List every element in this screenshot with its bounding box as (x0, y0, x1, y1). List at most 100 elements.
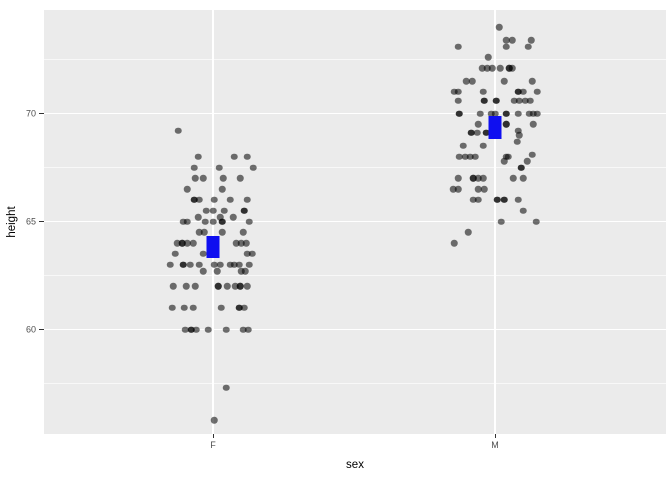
data-point (243, 283, 251, 290)
y-tick-mark (39, 329, 44, 330)
data-point (513, 138, 521, 145)
data-point (216, 213, 224, 221)
data-point (186, 261, 194, 268)
data-point (514, 110, 522, 117)
data-point (183, 218, 191, 225)
data-point (168, 304, 176, 312)
data-point (237, 239, 245, 247)
data-point (209, 218, 217, 225)
data-point (523, 157, 531, 165)
y-major-gridline (44, 112, 666, 115)
data-point (239, 326, 247, 333)
data-point (242, 239, 250, 247)
data-point (500, 157, 508, 165)
data-point (529, 121, 537, 128)
data-point (169, 283, 177, 290)
data-point (191, 283, 199, 290)
data-point (210, 196, 218, 204)
data-point (528, 151, 536, 158)
data-point (454, 97, 462, 104)
data-point (245, 261, 253, 268)
data-point (244, 326, 252, 333)
data-point (454, 185, 462, 193)
x-tick-mark (212, 434, 214, 438)
data-point (496, 64, 504, 72)
data-point (455, 153, 463, 160)
y-minor-gridline (44, 59, 666, 60)
data-point (199, 175, 207, 182)
data-point (469, 175, 477, 182)
data-point (482, 129, 490, 137)
data-point (474, 196, 482, 204)
data-point (183, 185, 191, 193)
data-point (462, 77, 470, 85)
data-point (174, 127, 182, 135)
data-point (526, 97, 534, 104)
data-point (243, 153, 251, 160)
data-point (178, 239, 186, 247)
data-point (222, 384, 230, 392)
y-tick-mark (39, 221, 44, 222)
data-point (183, 239, 191, 247)
data-point (464, 229, 472, 236)
data-point (479, 175, 487, 182)
data-point (243, 196, 251, 204)
data-point (179, 261, 187, 268)
data-point (189, 239, 197, 247)
y-minor-gridline (44, 275, 666, 276)
data-point (483, 64, 491, 72)
data-point (239, 229, 247, 236)
data-point (181, 326, 189, 333)
data-point (500, 196, 508, 204)
mean-crossbar-M (488, 116, 502, 139)
y-minor-gridline (44, 167, 666, 168)
x-tick-label: F (210, 440, 216, 450)
data-point (521, 97, 529, 104)
data-point (474, 175, 482, 182)
y-tick-label: 60 (25, 324, 36, 334)
data-point (476, 110, 484, 117)
data-point (469, 196, 477, 204)
data-point (517, 164, 525, 171)
data-point (497, 218, 505, 225)
data-point (230, 153, 238, 160)
data-point (230, 261, 238, 268)
data-point (514, 127, 522, 135)
x-axis-title: sex (346, 459, 364, 471)
data-point (467, 129, 475, 137)
data-point (195, 196, 203, 204)
data-point (166, 261, 174, 268)
data-point (223, 283, 231, 290)
data-point (504, 153, 512, 160)
data-point (454, 88, 462, 96)
data-point (171, 250, 179, 258)
data-point (220, 207, 228, 214)
data-point (201, 218, 209, 225)
data-point (449, 185, 457, 193)
data-point (495, 23, 503, 31)
y-major-gridline (44, 328, 666, 331)
y-major-gridline (44, 220, 666, 223)
data-point (179, 218, 187, 225)
y-minor-gridline (44, 383, 666, 384)
data-point (240, 304, 248, 312)
data-point (243, 250, 251, 258)
data-point (189, 304, 197, 312)
data-point (515, 97, 523, 104)
data-point (235, 261, 243, 268)
data-point (222, 326, 230, 333)
data-point (173, 239, 181, 247)
data-point (218, 185, 226, 193)
data-point (210, 261, 218, 268)
data-point (519, 207, 527, 214)
data-point (473, 129, 481, 137)
data-point (226, 261, 234, 268)
data-point (202, 207, 210, 214)
data-point (236, 175, 244, 182)
data-point (533, 88, 541, 96)
data-point (471, 153, 479, 160)
data-point (519, 175, 527, 182)
data-point (219, 175, 227, 182)
data-point (245, 218, 253, 225)
data-point (532, 218, 540, 225)
